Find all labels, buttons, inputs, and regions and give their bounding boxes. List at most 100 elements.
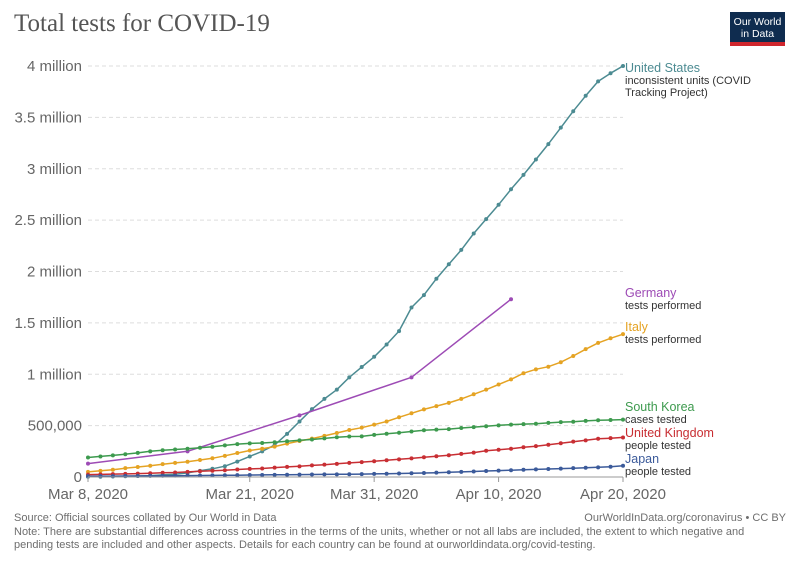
data-point[interactable] <box>496 382 501 387</box>
series-japan[interactable] <box>86 463 625 479</box>
data-point[interactable] <box>434 470 439 475</box>
data-point[interactable] <box>409 411 414 416</box>
data-point[interactable] <box>509 187 514 192</box>
data-point[interactable] <box>110 453 115 458</box>
data-point[interactable] <box>173 470 178 475</box>
data-point[interactable] <box>272 465 277 470</box>
data-point[interactable] <box>110 467 115 472</box>
data-point[interactable] <box>359 460 364 465</box>
data-point[interactable] <box>148 449 153 454</box>
data-point[interactable] <box>222 468 227 473</box>
series-line[interactable] <box>87 65 624 478</box>
data-point[interactable] <box>334 387 339 392</box>
data-point[interactable] <box>571 419 576 424</box>
data-point[interactable] <box>247 454 252 459</box>
data-point[interactable] <box>509 297 514 302</box>
data-point[interactable] <box>446 427 451 432</box>
data-point[interactable] <box>397 457 402 462</box>
owid-logo[interactable]: Our World in Data <box>730 12 785 46</box>
data-point[interactable] <box>521 445 526 450</box>
data-point[interactable] <box>583 93 588 98</box>
series-line[interactable] <box>87 436 624 476</box>
line-chart[interactable]: 0 500,000 1 million 1.5 million 2 million 2.5… <box>0 0 800 510</box>
data-point[interactable] <box>596 340 601 345</box>
data-point[interactable] <box>185 446 190 451</box>
data-point[interactable] <box>608 336 613 341</box>
data-point[interactable] <box>459 247 464 252</box>
series-name-label[interactable]: South Korea <box>625 400 695 414</box>
data-point[interactable] <box>347 375 352 380</box>
data-point[interactable] <box>533 157 538 162</box>
data-point[interactable] <box>571 439 576 444</box>
data-point[interactable] <box>596 79 601 84</box>
data-point[interactable] <box>621 463 625 468</box>
data-point[interactable] <box>596 436 601 441</box>
data-point[interactable] <box>571 353 576 358</box>
data-point[interactable] <box>521 422 526 427</box>
data-point[interactable] <box>546 142 551 147</box>
data-point[interactable] <box>397 430 402 435</box>
data-point[interactable] <box>260 440 265 445</box>
data-point[interactable] <box>596 465 601 470</box>
data-point[interactable] <box>86 455 90 460</box>
data-point[interactable] <box>260 466 265 471</box>
data-point[interactable] <box>558 420 563 425</box>
data-point[interactable] <box>247 441 252 446</box>
data-point[interactable] <box>135 465 140 470</box>
data-point[interactable] <box>384 419 389 424</box>
data-point[interactable] <box>484 469 489 474</box>
series-line[interactable] <box>87 333 624 473</box>
data-point[interactable] <box>434 404 439 409</box>
data-point[interactable] <box>160 462 165 467</box>
data-point[interactable] <box>272 440 277 445</box>
data-point[interactable] <box>222 453 227 458</box>
data-point[interactable] <box>285 464 290 469</box>
data-point[interactable] <box>571 109 576 114</box>
data-point[interactable] <box>247 448 252 453</box>
data-point[interactable] <box>185 459 190 464</box>
data-point[interactable] <box>247 466 252 471</box>
data-point[interactable] <box>434 454 439 459</box>
data-point[interactable] <box>297 438 302 443</box>
data-point[interactable] <box>222 443 227 448</box>
series-name-label[interactable]: United States <box>625 61 700 75</box>
data-point[interactable] <box>210 444 215 449</box>
data-point[interactable] <box>446 400 451 405</box>
data-point[interactable] <box>533 444 538 449</box>
series-name-label[interactable]: Japan <box>625 452 659 466</box>
data-point[interactable] <box>359 425 364 430</box>
data-point[interactable] <box>372 354 377 359</box>
data-point[interactable] <box>285 439 290 444</box>
data-point[interactable] <box>621 332 625 337</box>
data-point[interactable] <box>621 64 625 68</box>
data-point[interactable] <box>297 419 302 424</box>
data-point[interactable] <box>558 466 563 471</box>
data-point[interactable] <box>608 436 613 441</box>
data-point[interactable] <box>197 473 202 478</box>
data-point[interactable] <box>621 417 625 422</box>
data-point[interactable] <box>621 435 625 440</box>
data-point[interactable] <box>86 461 90 466</box>
data-point[interactable] <box>235 473 240 478</box>
data-point[interactable] <box>533 367 538 372</box>
data-point[interactable] <box>297 413 302 418</box>
data-point[interactable] <box>197 445 202 450</box>
data-point[interactable] <box>173 460 178 465</box>
data-point[interactable] <box>496 468 501 473</box>
data-point[interactable] <box>235 442 240 447</box>
data-point[interactable] <box>496 447 501 452</box>
data-point[interactable] <box>334 461 339 466</box>
data-point[interactable] <box>347 434 352 439</box>
data-point[interactable] <box>446 262 451 267</box>
data-point[interactable] <box>596 418 601 423</box>
data-point[interactable] <box>272 472 277 477</box>
data-point[interactable] <box>272 444 277 449</box>
data-point[interactable] <box>210 468 215 473</box>
data-point[interactable] <box>558 360 563 365</box>
data-point[interactable] <box>484 448 489 453</box>
data-point[interactable] <box>509 422 514 427</box>
data-point[interactable] <box>260 472 265 477</box>
series-united-kingdom[interactable] <box>86 435 625 477</box>
data-point[interactable] <box>608 464 613 469</box>
data-point[interactable] <box>123 452 128 457</box>
